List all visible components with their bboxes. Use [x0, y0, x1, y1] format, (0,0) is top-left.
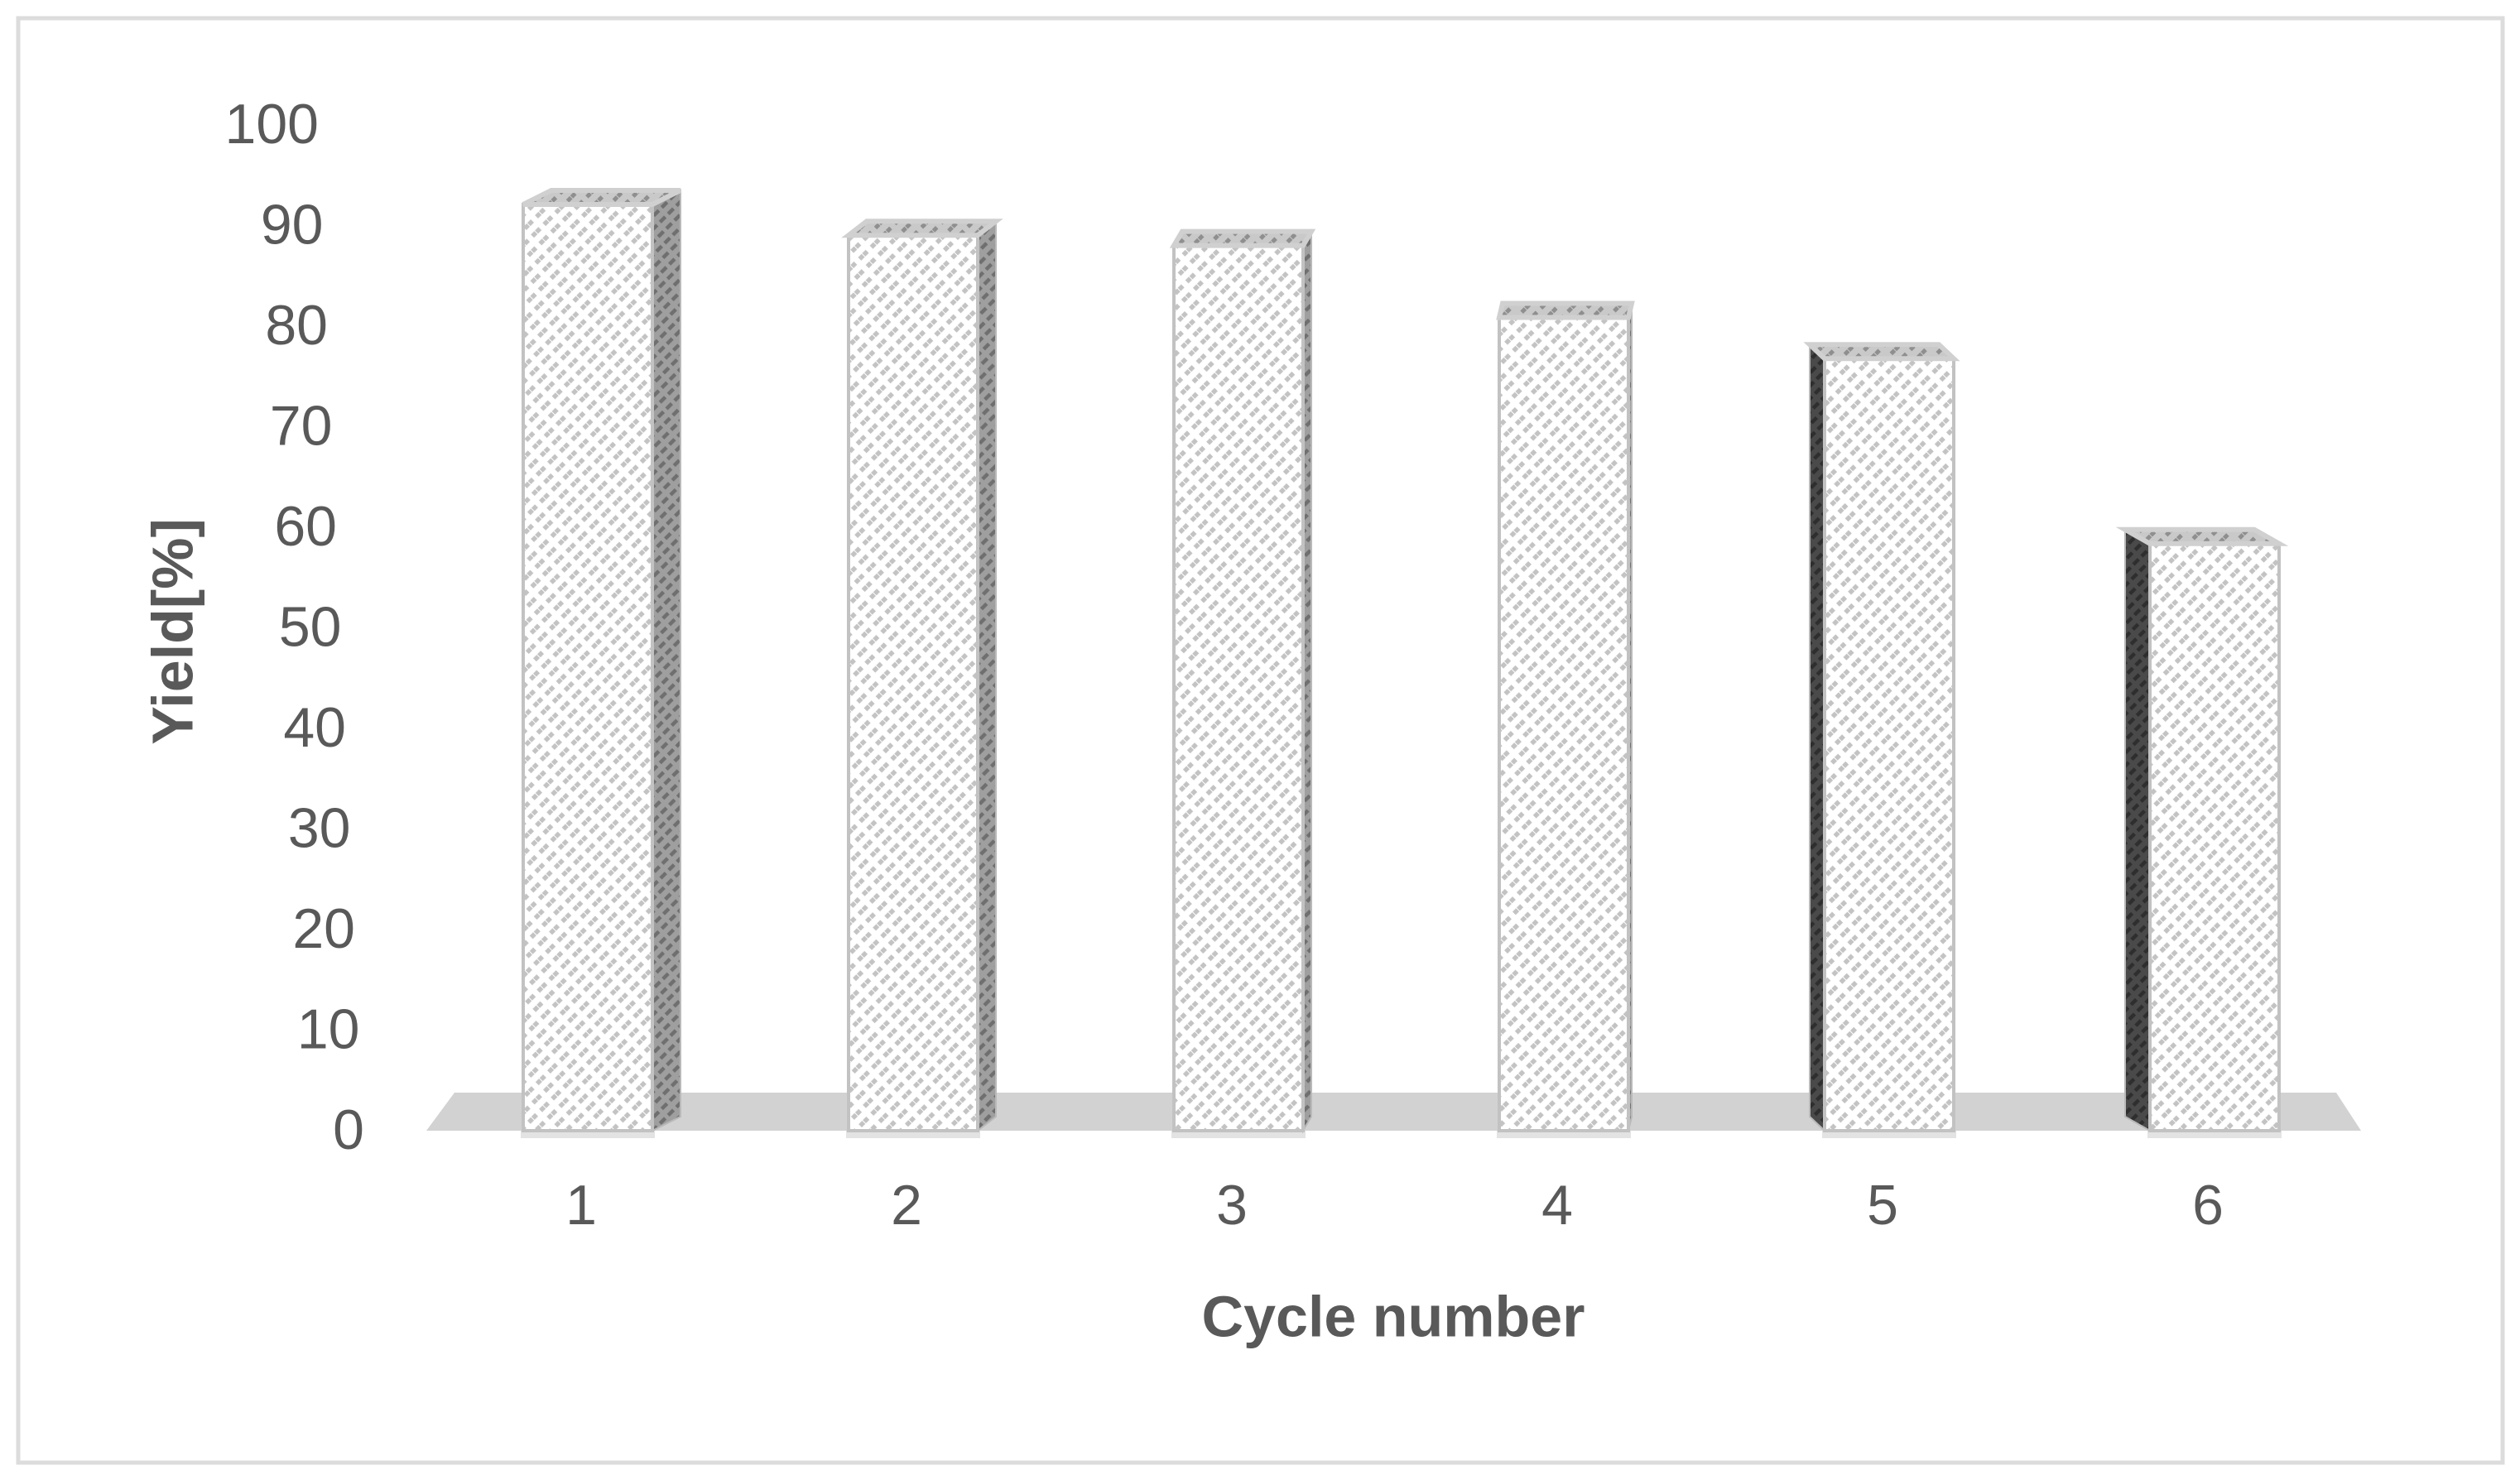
bar-top-face: [2115, 526, 2289, 546]
x-tick-label: 6: [2192, 1174, 2224, 1237]
bar-top-face: [841, 219, 1003, 238]
y-tick-label: 10: [297, 997, 360, 1060]
bar-side-face-right: [977, 219, 997, 1133]
y-tick-label: 80: [265, 294, 328, 357]
y-tick-label: 60: [274, 495, 337, 558]
chart-frame-border: [16, 16, 2505, 1465]
y-tick-label: 100: [225, 93, 319, 156]
bar-foot-shadow: [1497, 1131, 1631, 1138]
bar-column: [2115, 526, 2289, 1138]
bar-front-face: [847, 233, 979, 1133]
x-tick-label: 3: [1216, 1174, 1248, 1237]
bar-column: [1169, 228, 1316, 1138]
bar-foot-shadow: [2147, 1131, 2282, 1138]
y-tick-label: 40: [283, 696, 346, 759]
bar-top-face: [1169, 228, 1316, 248]
bar-front-face: [2148, 541, 2281, 1132]
bar-front-face: [1172, 243, 1305, 1132]
x-tick-label: 2: [891, 1174, 922, 1237]
y-tick-label: 0: [333, 1098, 364, 1161]
bar-front-face: [1823, 357, 1955, 1132]
y-tick-label: 70: [270, 394, 333, 457]
bar-foot-shadow: [846, 1131, 980, 1138]
y-tick-label: 90: [261, 193, 324, 256]
x-axis-title: Cycle number: [1202, 1284, 1585, 1348]
y-tick-label: 50: [279, 595, 342, 658]
bar-column: [1803, 342, 1960, 1138]
y-tick-label: 20: [292, 897, 355, 960]
bar-foot-shadow: [521, 1131, 655, 1138]
bar-column: [1496, 300, 1635, 1138]
bar-series: [521, 187, 2289, 1138]
x-axis-tick-labels: 1 2 3 4 5 6: [565, 1174, 2224, 1237]
bar-column: [521, 187, 682, 1138]
bar-front-face: [522, 202, 654, 1133]
bar-top-face: [1496, 300, 1635, 320]
x-tick-label: 5: [1867, 1174, 1898, 1237]
bar-side-face-left: [2124, 528, 2151, 1132]
bar-foot-shadow: [1822, 1131, 1956, 1138]
x-tick-label: 1: [565, 1174, 597, 1237]
x-tick-label: 4: [1541, 1174, 1573, 1237]
bar-column: [841, 219, 1003, 1138]
bar-side-face-left: [1809, 342, 1825, 1133]
bar-top-face: [522, 187, 682, 207]
y-tick-label: 30: [288, 796, 351, 859]
y-axis-title: Yield[%]: [140, 518, 204, 745]
chart-floor-plane: [426, 1093, 2361, 1131]
bar-front-face: [1498, 315, 1630, 1132]
bar-side-face-right: [652, 189, 681, 1132]
bar-foot-shadow: [1171, 1131, 1306, 1138]
bar-top-face: [1803, 342, 1960, 362]
y-axis-tick-labels: 0 10 20 30 40 50 60 70 80 90 100: [225, 93, 364, 1161]
